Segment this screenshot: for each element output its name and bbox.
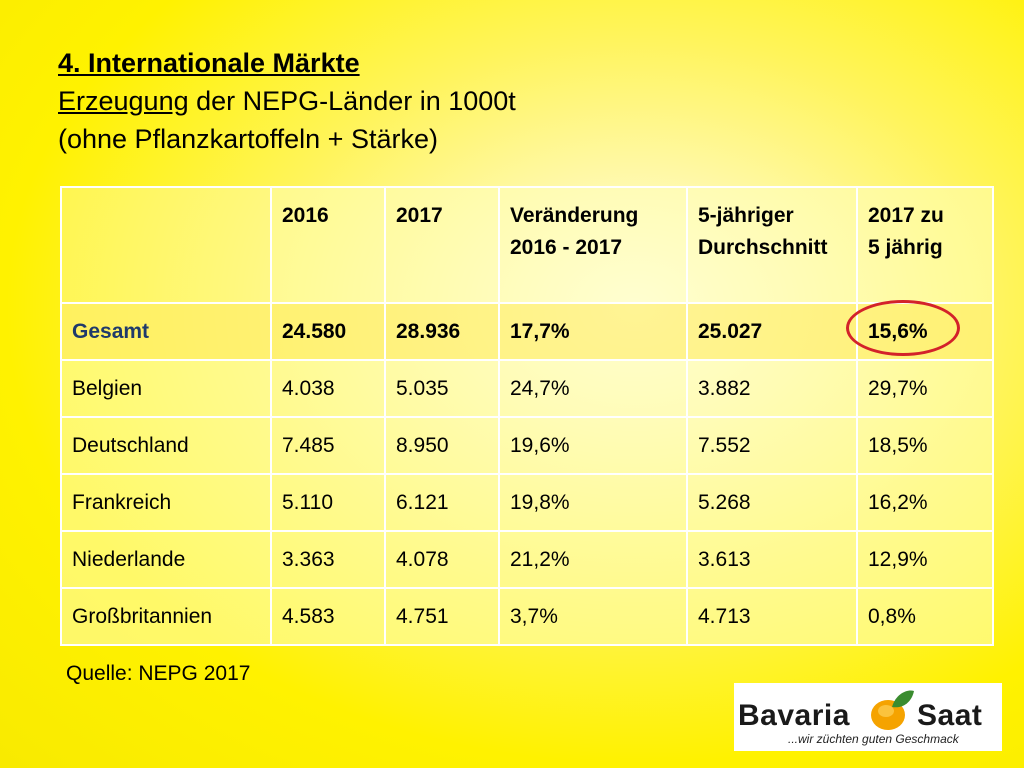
country-cell: Frankreich <box>60 473 272 532</box>
value-cell: 6.121 <box>384 473 500 532</box>
table-row: Niederlande 3.363 4.078 21,2% 3.613 12,9… <box>60 530 994 589</box>
value-cell: 4.038 <box>270 359 386 418</box>
subtitle-line: Erzeugung der NEPG-Länder in 1000t <box>58 82 516 120</box>
country-cell: Deutschland <box>60 416 272 475</box>
value-cell: 19,6% <box>498 416 688 475</box>
value-cell: 8.950 <box>384 416 500 475</box>
value-cell: 3.882 <box>686 359 858 418</box>
header-cell-empty <box>60 186 272 304</box>
highlighted-value: 15,6% <box>846 299 960 356</box>
subtitle-note: (ohne Pflanzkartoffeln + Stärke) <box>58 124 438 154</box>
header-cell-ratio: 2017 zu 5 jährig <box>856 186 994 304</box>
header-cell-2016: 2016 <box>270 186 386 304</box>
subtitle-rest: der NEPG-Länder in 1000t <box>188 86 516 116</box>
value-cell-highlighted: 15,6% <box>846 299 994 361</box>
value-cell: 4.751 <box>384 587 500 646</box>
value-cell: 0,8% <box>856 587 994 646</box>
value-cell: 24,7% <box>498 359 688 418</box>
table-row: Deutschland 7.485 8.950 19,6% 7.552 18,5… <box>60 416 994 475</box>
section-heading: 4. Internationale Märkte <box>58 48 360 78</box>
value-cell: 16,2% <box>856 473 994 532</box>
potato-leaf-icon <box>871 690 914 730</box>
value-cell: 19,8% <box>498 473 688 532</box>
table-header-row: 2016 2017 Veränderung 2016 - 2017 5-jähri… <box>60 186 994 304</box>
value-cell: 7.485 <box>270 416 386 475</box>
subtitle-underlined-word: Erzeugung <box>58 86 189 116</box>
header-cell-average: 5-jähriger Durchschnitt <box>686 186 858 304</box>
value-cell: 28.936 <box>384 302 500 361</box>
value-cell: 4.078 <box>384 530 500 589</box>
country-cell: Großbritannien <box>60 587 272 646</box>
header-cell-change: Veränderung 2016 - 2017 <box>498 186 688 304</box>
value-cell: 12,9% <box>856 530 994 589</box>
value-cell: 5.035 <box>384 359 500 418</box>
table-row: Belgien 4.038 5.035 24,7% 3.882 29,7% <box>60 359 994 418</box>
value-cell: 5.268 <box>686 473 858 532</box>
value-cell: 3.363 <box>270 530 386 589</box>
table-row: Großbritannien 4.583 4.751 3,7% 4.713 0,… <box>60 587 994 646</box>
value-cell: 4.583 <box>270 587 386 646</box>
value-cell: 25.027 <box>686 302 858 361</box>
logo-word-left: Bavaria <box>738 699 850 732</box>
value-cell: 7.552 <box>686 416 858 475</box>
value-cell: 4.713 <box>686 587 858 646</box>
value-cell: 18,5% <box>856 416 994 475</box>
header-cell-2017: 2017 <box>384 186 500 304</box>
country-cell: Gesamt <box>60 302 272 361</box>
value-cell: 29,7% <box>856 359 994 418</box>
production-table: 2016 2017 Veränderung 2016 - 2017 5-jähri… <box>60 186 994 646</box>
logo-tagline: ...wir züchten guten Geschmack <box>788 732 959 746</box>
slide-title: 4. Internationale Märkte Erzeugung der N… <box>58 44 516 158</box>
country-cell: Belgien <box>60 359 272 418</box>
table-row: Frankreich 5.110 6.121 19,8% 5.268 16,2% <box>60 473 994 532</box>
value-cell: 5.110 <box>270 473 386 532</box>
logo-word-right: Saat <box>917 699 983 732</box>
value-cell: 24.580 <box>270 302 386 361</box>
value-cell: 21,2% <box>498 530 688 589</box>
value-cell: 17,7% <box>498 302 688 361</box>
table-row-total: Gesamt 24.580 28.936 17,7% 25.027 15,6% <box>60 299 994 361</box>
bavaria-saat-logo: Bavaria Saat ...wir züchten guten Geschm… <box>734 683 1002 751</box>
value-cell: 3.613 <box>686 530 858 589</box>
value-cell: 3,7% <box>498 587 688 646</box>
country-cell: Niederlande <box>60 530 272 589</box>
source-note: Quelle: NEPG 2017 <box>66 662 251 685</box>
